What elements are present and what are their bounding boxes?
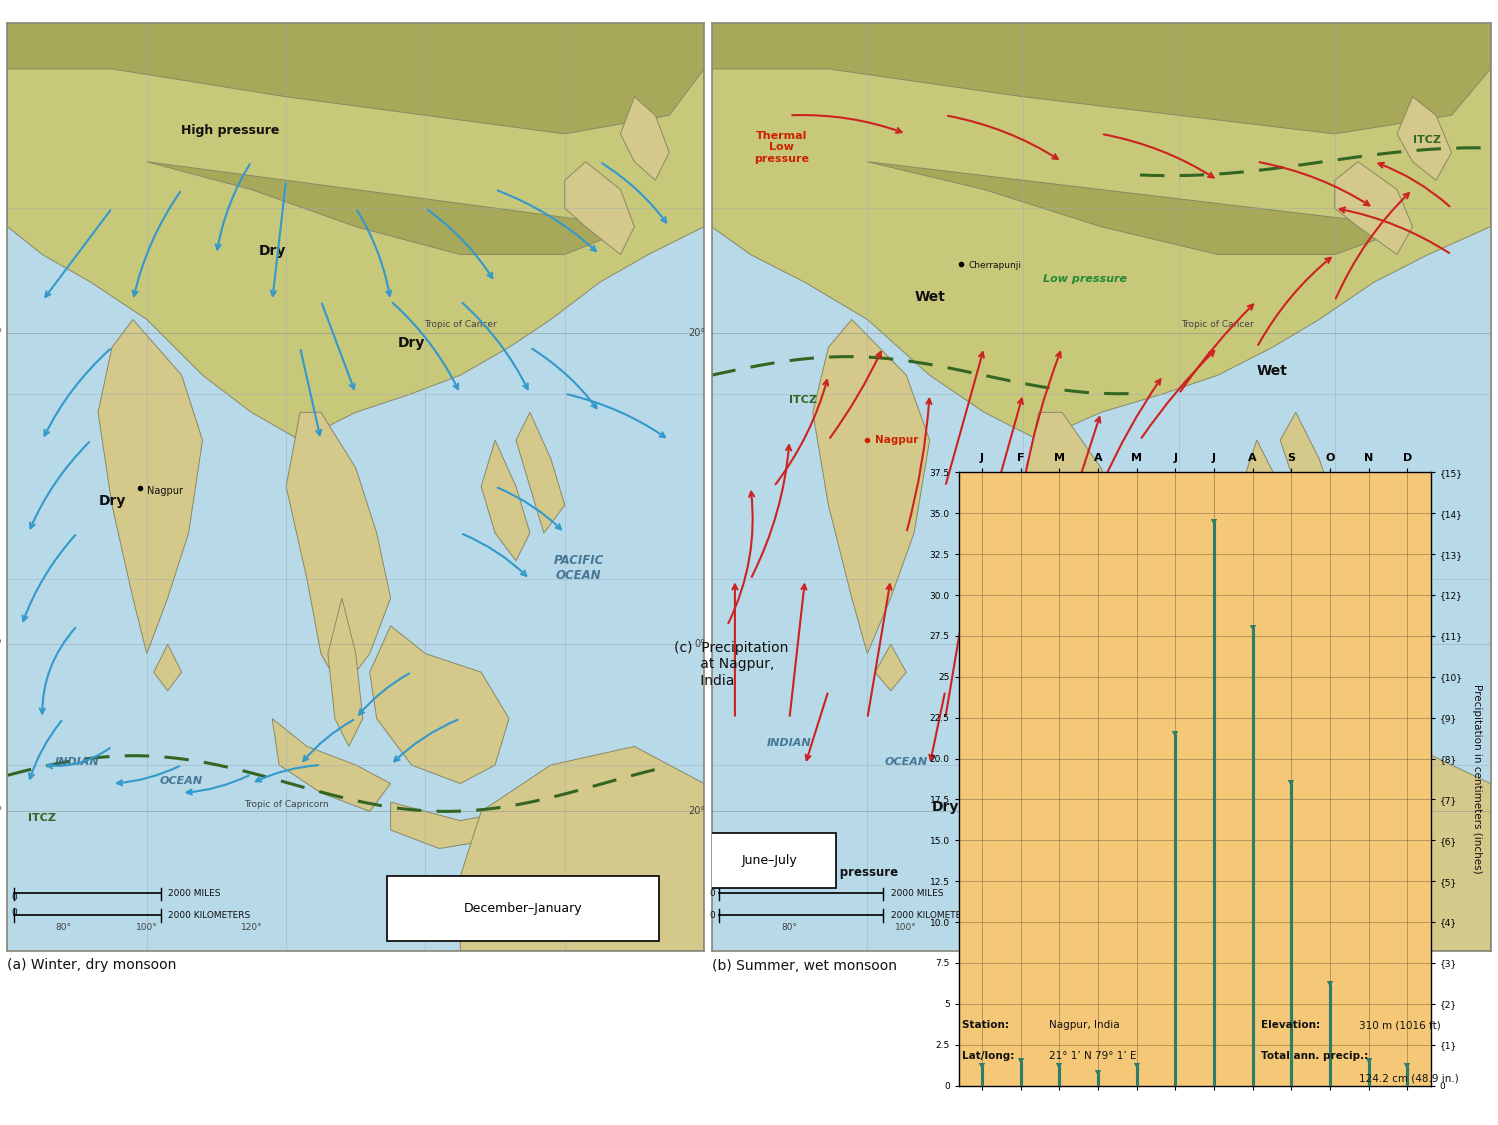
- Text: 20°: 20°: [0, 328, 1, 339]
- Text: PACIFIC
OCEAN: PACIFIC OCEAN: [554, 555, 604, 583]
- Polygon shape: [565, 162, 635, 254]
- Text: (a) Winter, dry monsoon: (a) Winter, dry monsoon: [7, 958, 177, 972]
- Text: 20°: 20°: [0, 807, 1, 817]
- Text: 100°: 100°: [896, 924, 917, 933]
- Polygon shape: [867, 162, 1413, 254]
- Text: Total ann. precip.:: Total ann. precip.:: [1261, 1051, 1369, 1061]
- Text: OCEAN: OCEAN: [160, 775, 204, 785]
- Text: ITCZ: ITCZ: [789, 395, 818, 405]
- Polygon shape: [712, 22, 1491, 440]
- Text: Dry: Dry: [259, 243, 286, 258]
- Polygon shape: [620, 97, 670, 180]
- Text: 2000 KILOMETERS: 2000 KILOMETERS: [891, 911, 974, 920]
- Text: December–January: December–January: [464, 902, 583, 916]
- Polygon shape: [1218, 747, 1491, 951]
- Text: High pressure: High pressure: [1094, 866, 1186, 880]
- Polygon shape: [1008, 719, 1140, 811]
- Text: Dry: Dry: [398, 336, 425, 350]
- Text: 0°: 0°: [695, 639, 706, 649]
- Text: Thermal
Low
pressure: Thermal Low pressure: [753, 130, 809, 164]
- Text: (c)  Precipitation
      at Nagpur,
      India: (c) Precipitation at Nagpur, India: [674, 641, 788, 687]
- Polygon shape: [1023, 412, 1140, 691]
- Polygon shape: [7, 22, 704, 440]
- Polygon shape: [273, 719, 391, 811]
- Text: 80°: 80°: [55, 924, 72, 933]
- Text: 120°: 120°: [241, 924, 262, 933]
- Text: June–July: June–July: [742, 854, 798, 867]
- Text: ITCZ: ITCZ: [1413, 135, 1441, 145]
- Text: 310 m (1016 ft): 310 m (1016 ft): [1359, 1020, 1441, 1030]
- Text: PACIFIC
OCEAN: PACIFIC OCEAN: [1326, 508, 1375, 536]
- Polygon shape: [712, 22, 1491, 134]
- Text: Tropic of Cancer: Tropic of Cancer: [1182, 319, 1254, 328]
- Text: Wet: Wet: [914, 290, 945, 304]
- Polygon shape: [1281, 412, 1335, 533]
- Polygon shape: [154, 645, 181, 691]
- Text: Station:: Station:: [962, 1020, 1013, 1030]
- Polygon shape: [7, 22, 704, 134]
- Text: 21° 1’ N 79° 1’ E: 21° 1’ N 79° 1’ E: [1049, 1051, 1135, 1061]
- Text: 0: 0: [710, 911, 716, 920]
- Text: Tropic of Capricorn: Tropic of Capricorn: [1020, 800, 1104, 809]
- Polygon shape: [1140, 802, 1272, 848]
- Polygon shape: [286, 412, 391, 691]
- Polygon shape: [1335, 162, 1413, 254]
- Polygon shape: [813, 319, 930, 654]
- Text: 100°: 100°: [136, 924, 157, 933]
- Y-axis label: Precipitation in centimeters (inches): Precipitation in centimeters (inches): [1473, 684, 1482, 874]
- Polygon shape: [370, 626, 509, 783]
- Polygon shape: [1242, 440, 1296, 560]
- Polygon shape: [328, 598, 363, 747]
- Text: 20°: 20°: [688, 807, 706, 817]
- Text: Wet: Wet: [1257, 364, 1288, 378]
- FancyBboxPatch shape: [704, 832, 836, 889]
- Text: Elevation:: Elevation:: [1261, 1020, 1324, 1030]
- Text: Dry: Dry: [932, 800, 959, 814]
- Polygon shape: [1116, 626, 1272, 783]
- Text: INDIAN: INDIAN: [55, 757, 99, 767]
- Text: (b) Summer, wet monsoon: (b) Summer, wet monsoon: [712, 958, 896, 972]
- Polygon shape: [515, 412, 565, 533]
- Polygon shape: [460, 747, 704, 951]
- Polygon shape: [1070, 598, 1109, 747]
- Text: INDIAN: INDIAN: [767, 738, 812, 748]
- Text: 20°: 20°: [688, 328, 706, 339]
- Text: Dry: Dry: [99, 494, 126, 508]
- Text: 2000 MILES: 2000 MILES: [891, 889, 944, 898]
- Text: Cherrapunji: Cherrapunji: [969, 261, 1022, 270]
- Polygon shape: [1398, 97, 1452, 180]
- Text: 80°: 80°: [782, 924, 797, 933]
- Text: 124.2 cm (48.9 in.): 124.2 cm (48.9 in.): [1359, 1073, 1459, 1083]
- Polygon shape: [875, 645, 906, 691]
- Text: Nagpur, India: Nagpur, India: [1049, 1020, 1119, 1030]
- Polygon shape: [147, 162, 635, 254]
- FancyBboxPatch shape: [386, 876, 659, 942]
- Text: 2000 MILES: 2000 MILES: [168, 889, 220, 898]
- Text: 2000 KILOMETERS: 2000 KILOMETERS: [168, 911, 250, 920]
- Text: High pressure: High pressure: [806, 866, 899, 880]
- Text: Nagpur: Nagpur: [875, 435, 918, 446]
- Text: Low pressure: Low pressure: [1044, 274, 1128, 285]
- Polygon shape: [481, 440, 530, 560]
- Polygon shape: [97, 319, 202, 654]
- Text: 0: 0: [12, 908, 18, 917]
- Text: Lat/long:: Lat/long:: [962, 1051, 1017, 1061]
- Text: Tropic of Capricorn: Tropic of Capricorn: [244, 800, 328, 809]
- Text: 0°: 0°: [0, 639, 1, 649]
- Polygon shape: [391, 802, 509, 848]
- Text: Tropic of Cancer: Tropic of Cancer: [424, 319, 497, 328]
- Text: ITCZ: ITCZ: [28, 812, 57, 822]
- Text: 0: 0: [12, 892, 18, 901]
- Text: 0: 0: [710, 889, 716, 898]
- Text: OCEAN: OCEAN: [885, 757, 927, 767]
- Text: High pressure: High pressure: [181, 124, 280, 137]
- Text: Nagpur: Nagpur: [147, 486, 183, 496]
